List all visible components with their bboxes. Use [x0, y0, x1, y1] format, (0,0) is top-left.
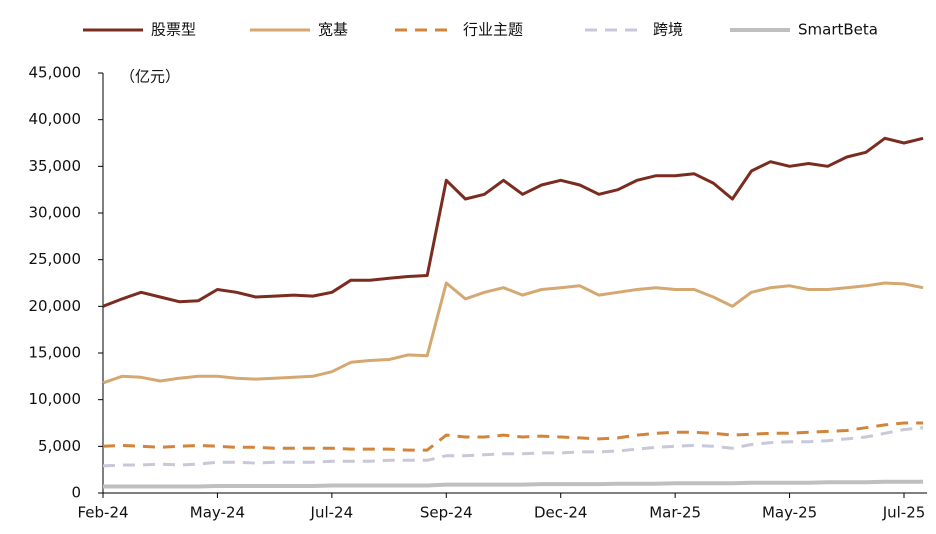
x-tick-label: May-24	[190, 504, 245, 522]
y-tick-label: 40,000	[29, 110, 82, 128]
unit-annotation: （亿元）	[120, 68, 180, 86]
x-tick-label: Jul-25	[882, 504, 926, 522]
series-line	[102, 281, 924, 385]
series-line	[103, 479, 924, 489]
x-tick-label: May-25	[762, 504, 817, 522]
y-tick-label: 20,000	[29, 297, 82, 315]
y-tick-label: 10,000	[29, 390, 82, 408]
legend-label: 股票型	[151, 21, 196, 39]
y-tick-label: 0	[71, 484, 81, 502]
x-tick-label: Sep-24	[420, 504, 473, 522]
y-tick-label: 45,000	[29, 64, 82, 82]
legend-label: 行业主题	[463, 21, 523, 39]
legend-label: 宽基	[318, 21, 348, 39]
x-tick-label: Dec-24	[534, 504, 588, 522]
y-tick-label: 15,000	[29, 344, 82, 362]
x-tick-label: Jul-24	[310, 504, 354, 522]
y-tick-label: 30,000	[29, 204, 82, 222]
series-line	[102, 426, 924, 468]
y-tick-label: 5,000	[38, 437, 81, 455]
x-tick-label: Feb-24	[77, 504, 128, 522]
legend-label: SmartBeta	[798, 21, 878, 39]
x-tick-label: Mar-25	[649, 504, 701, 522]
series-line	[102, 136, 924, 308]
series-line	[102, 421, 924, 452]
legend-label: 跨境	[653, 21, 683, 39]
y-tick-label: 35,000	[29, 157, 82, 175]
y-tick-label: 25,000	[29, 250, 82, 268]
